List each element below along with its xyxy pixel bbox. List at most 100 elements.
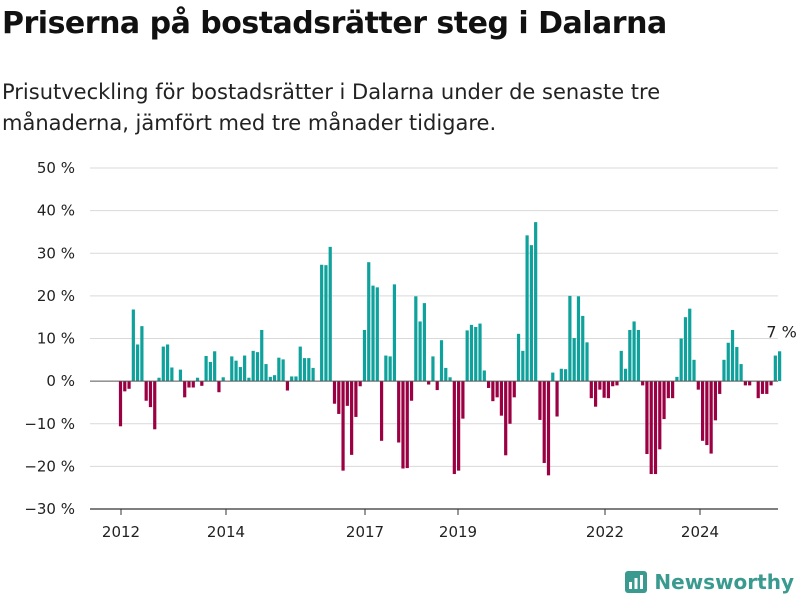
bar — [307, 358, 311, 382]
bar — [187, 381, 191, 388]
bar — [320, 264, 324, 382]
bar — [350, 381, 354, 455]
bar — [658, 381, 662, 450]
bar — [358, 381, 362, 387]
bar — [555, 381, 559, 417]
bar — [243, 355, 247, 382]
bar — [748, 381, 752, 386]
bar — [641, 381, 645, 386]
bar — [131, 309, 135, 382]
x-tick-label: 2014 — [207, 523, 245, 541]
bar — [392, 284, 397, 382]
bar — [452, 381, 456, 475]
bar — [662, 381, 666, 420]
bar — [465, 330, 469, 382]
bar — [478, 323, 482, 382]
bar — [251, 350, 255, 382]
bar — [713, 381, 718, 421]
bar — [362, 329, 367, 382]
bar — [324, 265, 328, 382]
bar — [623, 368, 628, 382]
bar — [388, 356, 392, 382]
bar — [675, 376, 679, 382]
bar — [247, 377, 251, 382]
bar — [457, 381, 461, 471]
bar — [645, 381, 649, 455]
bar — [200, 381, 204, 386]
bar — [495, 381, 499, 398]
bar — [628, 329, 632, 382]
bar — [123, 381, 127, 392]
bar — [238, 367, 242, 382]
bar — [564, 369, 568, 382]
bar — [191, 381, 195, 388]
bar — [221, 377, 225, 382]
bar — [722, 359, 726, 382]
bar — [576, 296, 581, 382]
bar — [439, 340, 444, 382]
bar — [559, 368, 563, 382]
bar — [534, 222, 538, 382]
bar — [743, 381, 747, 386]
bar — [422, 303, 426, 382]
bar — [739, 364, 743, 382]
bar — [581, 315, 585, 382]
bar — [371, 285, 375, 382]
y-tick-label: 0 % — [46, 372, 75, 390]
bar — [546, 381, 551, 476]
bar — [769, 381, 773, 386]
bar — [615, 381, 619, 386]
bar — [683, 317, 688, 382]
bar — [384, 355, 388, 382]
bar — [401, 381, 405, 469]
bar — [341, 381, 345, 471]
bar — [760, 381, 765, 394]
bar — [486, 381, 491, 388]
bar — [538, 381, 542, 420]
bar — [418, 321, 422, 382]
last-value-annotation: 7 % — [766, 322, 796, 341]
bar — [671, 381, 675, 399]
bar — [696, 381, 700, 390]
bar — [234, 360, 238, 382]
bar-chart: 50 % 40 % 30 % 20 % 10 % 0 % −10 % −20 % −30 % 20… — [24, 159, 797, 541]
bar — [568, 295, 572, 382]
bar — [726, 342, 730, 382]
bar — [268, 376, 272, 382]
bar — [778, 351, 782, 382]
bar — [765, 381, 769, 394]
bar — [332, 381, 337, 404]
bar — [298, 346, 302, 382]
x-tick-label: 2022 — [586, 523, 624, 541]
bar — [208, 361, 212, 382]
bar — [474, 326, 478, 382]
bar — [598, 381, 602, 390]
bar — [367, 262, 371, 382]
bar — [688, 308, 692, 382]
bar — [469, 324, 474, 382]
bar — [178, 369, 183, 382]
y-tick-label: −10 % — [24, 415, 75, 433]
bar — [730, 329, 735, 382]
bar — [435, 381, 439, 391]
bar — [144, 381, 148, 401]
bar — [157, 377, 161, 382]
bar — [585, 342, 589, 382]
bar — [217, 381, 221, 393]
bar — [606, 381, 611, 399]
bar — [165, 344, 170, 382]
bar — [285, 381, 290, 391]
bar — [302, 358, 307, 382]
x-tick-label: 2017 — [346, 523, 384, 541]
bar — [294, 376, 298, 382]
bar — [666, 381, 670, 399]
bar — [213, 351, 217, 382]
bar — [337, 381, 341, 414]
bar — [204, 355, 208, 382]
bar — [482, 370, 486, 382]
bar — [461, 381, 465, 419]
bar — [379, 381, 384, 441]
bar — [709, 381, 713, 454]
bar — [148, 381, 153, 408]
bar — [161, 346, 165, 382]
